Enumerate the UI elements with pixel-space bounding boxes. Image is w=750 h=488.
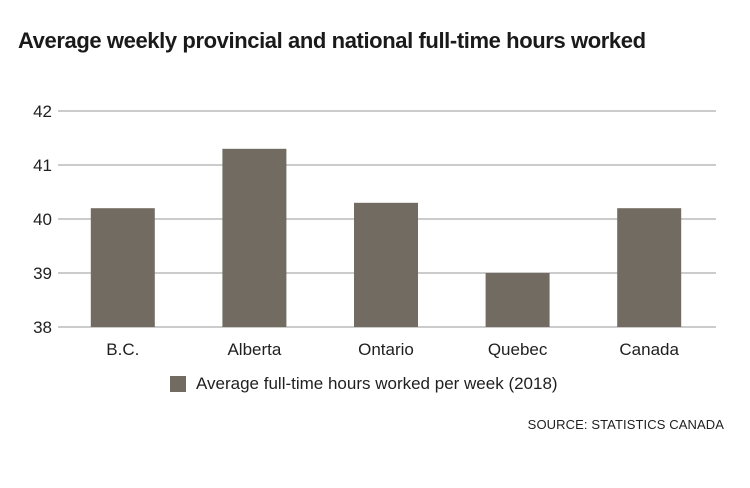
legend-swatch bbox=[170, 376, 186, 392]
bar-canada bbox=[617, 208, 682, 327]
x-tick-label: Ontario bbox=[358, 340, 414, 359]
y-tick-label: 39 bbox=[33, 264, 52, 283]
source-note: SOURCE: STATISTICS CANADA bbox=[527, 417, 724, 432]
bar-ontario bbox=[354, 202, 418, 327]
bar-alberta bbox=[222, 148, 287, 327]
bar-quebec bbox=[485, 273, 550, 327]
y-tick-label: 42 bbox=[33, 102, 52, 121]
legend: Average full-time hours worked per week … bbox=[170, 374, 558, 394]
bar-bc bbox=[90, 208, 155, 327]
y-axis-ticks: 38 39 40 41 42 bbox=[33, 102, 52, 337]
x-tick-label: Alberta bbox=[227, 340, 281, 359]
y-tick-label: 40 bbox=[33, 210, 52, 229]
chart-title: Average weekly provincial and national f… bbox=[18, 28, 646, 53]
x-axis-labels: B.C. Alberta Ontario Quebec Canada bbox=[106, 340, 679, 359]
bars bbox=[90, 148, 682, 327]
bar-chart: 38 39 40 41 42 B.C. Alberta Ontario Quebec Canad… bbox=[33, 102, 716, 359]
x-tick-label: B.C. bbox=[106, 340, 139, 359]
y-tick-label: 38 bbox=[33, 318, 52, 337]
legend-label: Average full-time hours worked per week … bbox=[196, 374, 558, 393]
y-tick-label: 41 bbox=[33, 156, 52, 175]
x-tick-label: Quebec bbox=[488, 340, 548, 359]
x-tick-label: Canada bbox=[619, 340, 679, 359]
